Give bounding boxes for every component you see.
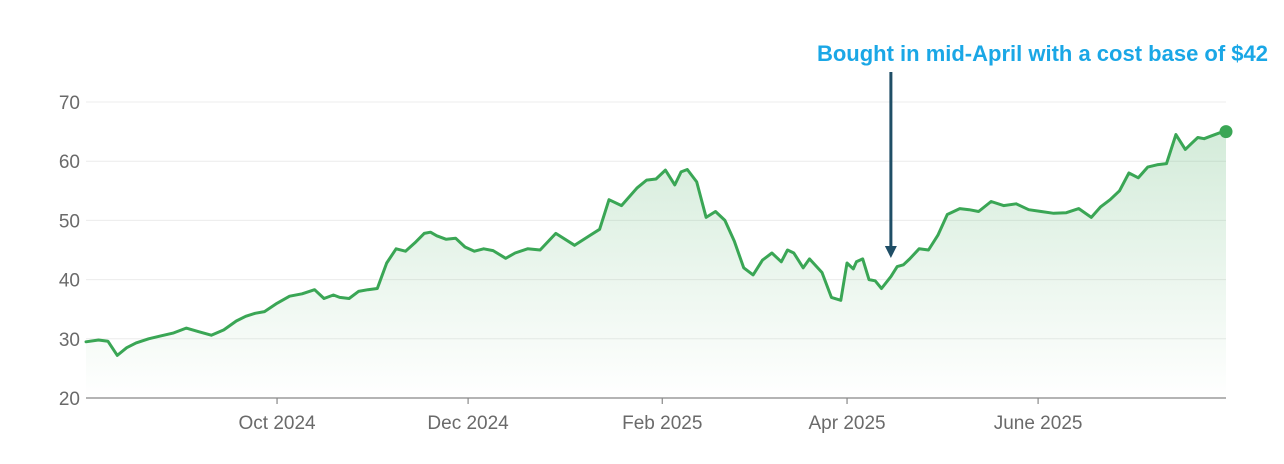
price-line-layer bbox=[84, 125, 1233, 357]
x-axis-tick-labels: Oct 2024 Dec 2024 Feb 2025 Apr 2025 June 202… bbox=[238, 413, 1082, 434]
y-tick-label: 40 bbox=[59, 271, 80, 292]
annotation-arrow-head bbox=[884, 246, 897, 258]
y-axis-tick-labels: 20 30 40 50 60 70 bbox=[59, 93, 80, 410]
latest-price-point[interactable] bbox=[1219, 125, 1233, 139]
x-tick-label: Feb 2025 bbox=[622, 413, 702, 434]
y-tick-label: 50 bbox=[59, 211, 80, 232]
x-tick-label: Apr 2025 bbox=[808, 413, 885, 434]
y-tick-label: 30 bbox=[59, 330, 80, 351]
x-axis bbox=[86, 397, 1226, 404]
price-line bbox=[84, 130, 1228, 357]
y-tick-label: 20 bbox=[59, 389, 80, 410]
x-tick-label: June 2025 bbox=[994, 413, 1083, 434]
price-area-fill bbox=[86, 131, 1226, 398]
annotation-layer: Bought in mid-April with a cost base of … bbox=[817, 41, 1268, 258]
annotation-text: Bought in mid-April with a cost base of … bbox=[817, 41, 1268, 66]
x-tick-label: Oct 2024 bbox=[238, 413, 316, 434]
x-tick-label: Dec 2024 bbox=[427, 413, 509, 434]
y-tick-label: 70 bbox=[59, 93, 80, 114]
y-tick-label: 60 bbox=[59, 152, 80, 173]
area-fill-layer bbox=[86, 131, 1226, 398]
